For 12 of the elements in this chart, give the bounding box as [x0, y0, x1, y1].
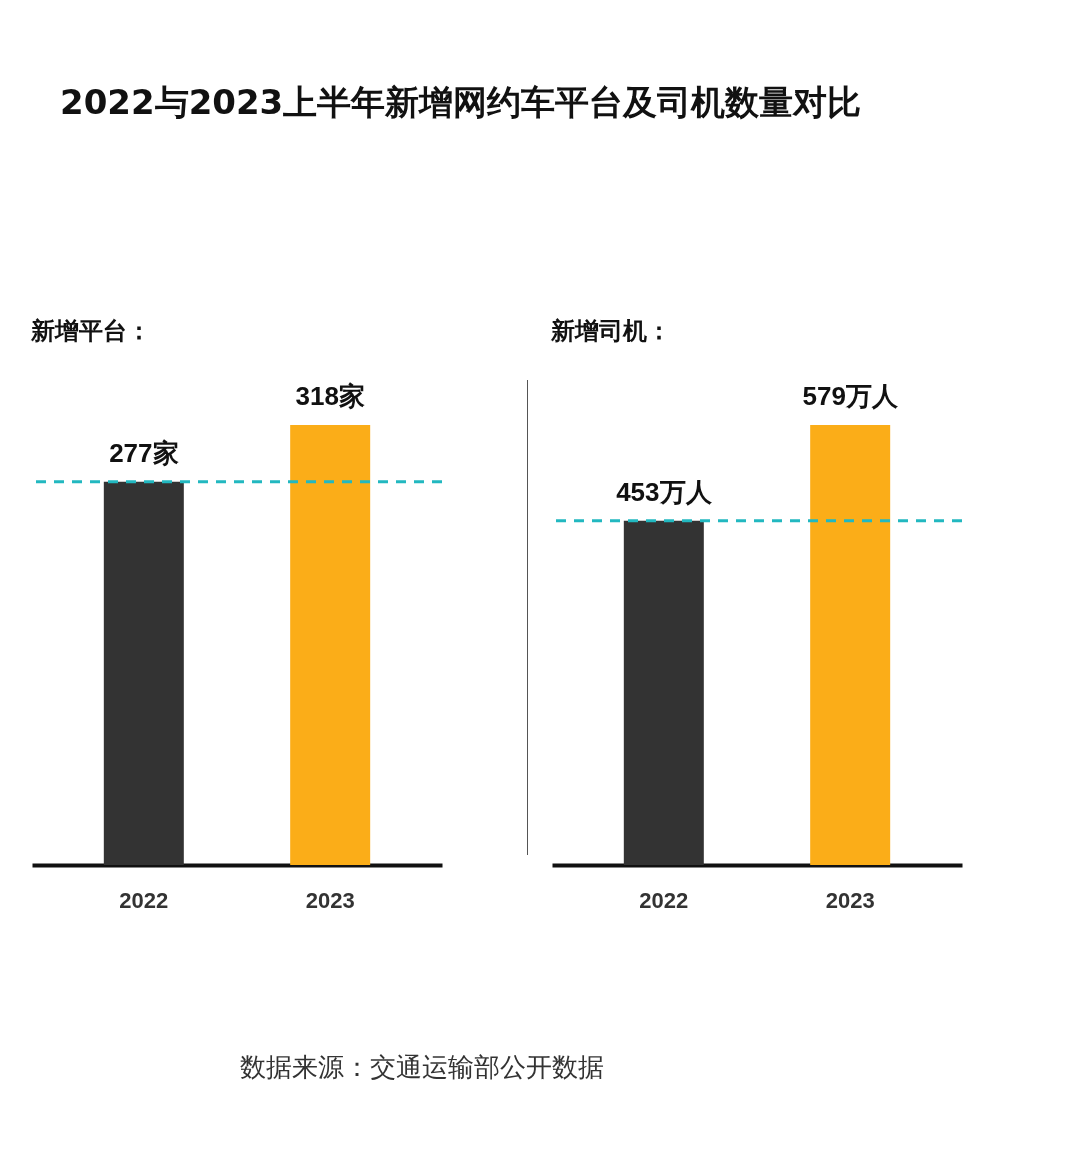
chart-subtitle: 新增司机： [549, 317, 671, 344]
x-tick-label: 2023 [305, 887, 355, 913]
data-label: 318家 [295, 381, 365, 411]
x-tick-label: 2022 [119, 887, 169, 913]
data-label: 579万人 [802, 381, 899, 411]
data-label: 277家 [109, 437, 179, 468]
chart-subtitle: 新增平台： [29, 317, 151, 344]
data-label: 453万人 [616, 476, 713, 507]
source-note: 数据来源：交通运输部公开数据 [240, 1051, 604, 1084]
x-tick-label: 2023 [825, 887, 875, 913]
x-tick-label: 2022 [639, 887, 689, 913]
chart-title: 2022与2023上半年新增网约车平台及司机数量对比 [60, 81, 863, 124]
